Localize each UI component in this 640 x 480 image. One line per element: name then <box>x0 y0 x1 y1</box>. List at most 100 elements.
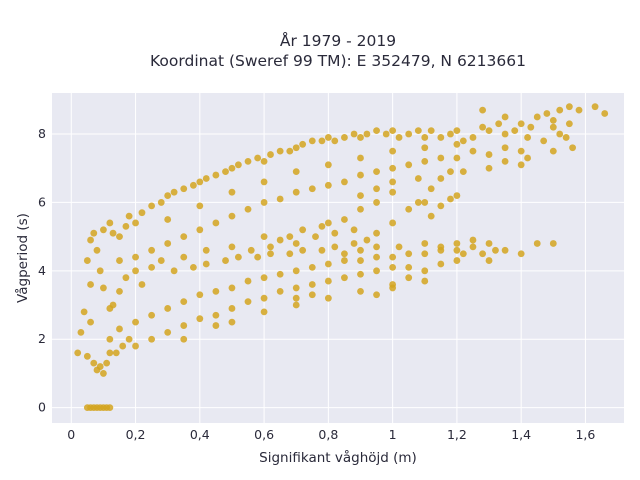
scatter-point <box>405 161 413 169</box>
scatter-point <box>501 144 509 152</box>
scatter-point <box>501 157 509 165</box>
scatter-point <box>244 298 252 306</box>
scatter-point <box>189 264 197 271</box>
scatter-point <box>324 219 332 227</box>
scatter-point <box>389 253 397 261</box>
scatter-point <box>479 123 487 131</box>
scatter-point <box>357 205 364 213</box>
scatter-point <box>575 106 583 114</box>
scatter-point <box>276 270 284 278</box>
scatter-point <box>116 325 123 333</box>
scatter-point <box>485 257 493 264</box>
scatter-point <box>100 284 107 292</box>
scatter-point <box>189 181 197 189</box>
scatter-point <box>389 164 397 172</box>
scatter-point <box>479 106 487 114</box>
scatter-point <box>228 284 236 292</box>
scatter-point <box>459 168 467 176</box>
x-tick-label: 1 <box>389 427 397 442</box>
scatter-point <box>125 335 133 343</box>
scatter-point <box>93 246 101 254</box>
scatter-point <box>308 185 316 193</box>
scatter-point <box>373 243 380 251</box>
scatter-point <box>469 236 477 244</box>
scatter-point <box>212 287 220 295</box>
scatter-point <box>292 168 300 176</box>
x-tick-label: 1,6 <box>575 427 595 442</box>
scatter-point <box>437 202 445 210</box>
scatter-point <box>405 264 413 271</box>
scatter-point <box>148 311 156 319</box>
scatter-point <box>180 233 188 241</box>
scatter-point <box>437 246 445 254</box>
scatter-point <box>562 134 570 141</box>
y-tick-label: 2 <box>38 331 46 346</box>
scatter-point <box>389 284 397 292</box>
scatter-point <box>341 250 348 258</box>
scatter-point <box>501 113 509 121</box>
scatter-point <box>421 144 429 152</box>
scatter-point <box>170 188 178 196</box>
scatter-point <box>569 144 576 152</box>
scatter-point <box>100 226 107 234</box>
scatter-point <box>276 147 284 155</box>
scatter-point <box>357 270 364 278</box>
scatter-point <box>228 243 236 251</box>
scatter-point <box>109 229 117 237</box>
scatter-point <box>228 188 236 196</box>
scatter-point <box>405 205 413 213</box>
y-tick-label: 6 <box>38 194 46 209</box>
scatter-point <box>447 130 454 138</box>
scatter-point <box>122 274 130 282</box>
scatter-point <box>83 257 91 264</box>
scatter-point <box>276 236 284 244</box>
scatter-point <box>132 267 139 275</box>
scatter-point <box>234 161 242 169</box>
scatter-point <box>260 233 268 241</box>
scatter-point <box>106 335 114 343</box>
scatter-point <box>421 240 429 247</box>
scatter-point <box>453 140 461 148</box>
scatter-point <box>373 168 380 176</box>
scatter-point <box>357 134 364 141</box>
scatter-point <box>447 168 454 176</box>
scatter-point <box>341 178 348 186</box>
scatter-point <box>164 192 172 199</box>
scatter-point <box>331 229 339 237</box>
scatter-point <box>389 219 397 227</box>
scatter-point <box>87 318 94 326</box>
scatter-point <box>479 250 487 258</box>
scatter-point <box>196 226 204 234</box>
scatter-point <box>244 157 252 165</box>
scatter-point <box>405 274 413 282</box>
scatter-point <box>324 181 332 189</box>
scatter-point <box>212 322 220 329</box>
scatter-point <box>170 267 178 275</box>
scatter-point <box>299 140 307 148</box>
scatter-point <box>414 199 422 206</box>
plot-area <box>52 93 624 423</box>
scatter-point <box>341 216 348 223</box>
scatter-point <box>363 236 371 244</box>
scatter-point <box>453 257 461 264</box>
scatter-point <box>318 246 326 254</box>
scatter-point <box>132 219 139 227</box>
scatter-point <box>90 359 98 367</box>
scatter-point <box>350 240 358 247</box>
scatter-point <box>389 127 397 135</box>
y-tick-label: 4 <box>38 263 46 278</box>
scatter-point <box>87 281 94 288</box>
scatter-point <box>453 154 461 162</box>
scatter-point <box>180 298 188 306</box>
scatter-point <box>389 264 397 271</box>
scatter-point <box>533 113 541 121</box>
scatter-point <box>260 199 268 206</box>
scatter-point <box>549 240 557 247</box>
y-tick-label: 0 <box>38 400 46 415</box>
scatter-point <box>357 246 364 254</box>
scatter-point <box>565 120 573 128</box>
y-axis-label: Vågperiod (s) <box>14 213 31 303</box>
scatter-point <box>308 281 316 288</box>
scatter-point <box>267 250 274 258</box>
scatter-point <box>267 151 274 158</box>
